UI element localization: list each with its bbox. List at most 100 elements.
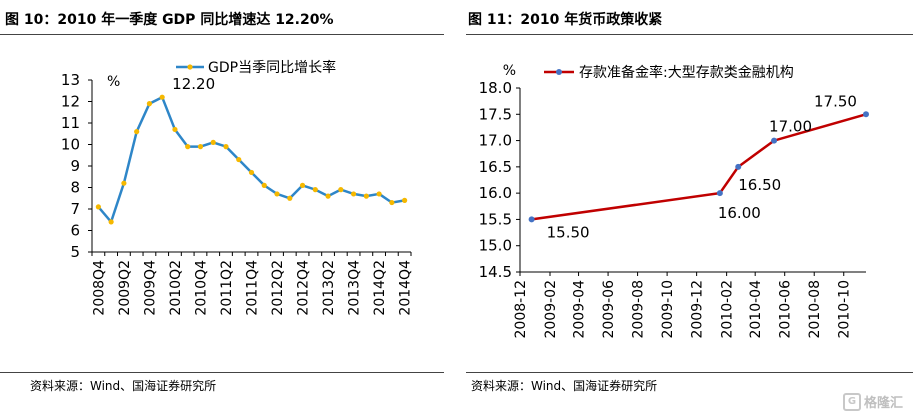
y-tick-label: 12 — [61, 93, 80, 111]
x-tick-label: 2012Q2 — [270, 260, 286, 316]
gdp-line-chart: 5 6 7 8 9 10 11 12 13 % 2008Q4 2009Q2 2009Q4 2010Q2 20… — [61, 59, 414, 316]
rrr-data-label: 15.50 — [547, 223, 590, 241]
gdp-data-point — [197, 144, 204, 150]
y-tick-label: 17.0 — [479, 132, 512, 150]
gdp-data-point — [185, 144, 191, 150]
x-tick-label: 2009Q4 — [142, 260, 158, 316]
x-tick-label: 2010Q4 — [193, 260, 209, 316]
y-tick-label: 11 — [61, 114, 80, 132]
gdp-data-point — [287, 195, 293, 201]
y-tick-label: 16.5 — [479, 158, 512, 176]
rrr-data-point — [528, 216, 535, 223]
y-tick-label: 8 — [70, 179, 80, 197]
y-tick-label: 15.5 — [479, 210, 512, 228]
title-divider — [466, 34, 913, 35]
rrr-figure-title: 图 11：2010 年货币政策收紧 — [468, 12, 663, 28]
rrr-data-point — [863, 111, 869, 118]
legend-marker — [556, 69, 562, 75]
rrr-data-label: 17.00 — [769, 118, 812, 136]
gdp-data-point — [108, 219, 114, 225]
bottom-divider — [0, 372, 444, 373]
gdp-data-point — [299, 182, 306, 188]
x-tick-label: 2011Q2 — [219, 260, 235, 316]
gdp-figure-title: 图 10：2010 年一季度 GDP 同比增速达 12.20% — [5, 12, 334, 28]
x-tick-label: 2008Q4 — [91, 260, 107, 316]
gdp-data-point — [121, 180, 127, 186]
rrr-data-label: 16.50 — [738, 176, 781, 194]
x-tick-label: 2009Q2 — [117, 260, 133, 316]
y-tick-label: 5 — [70, 243, 80, 261]
x-tick-label: 2013Q2 — [321, 260, 337, 316]
y-tick-label: 18.0 — [479, 79, 512, 97]
x-tick-label: 2010-08 — [807, 280, 823, 339]
rrr-series-line — [531, 113, 867, 221]
watermark-text: 格隆汇 — [863, 396, 903, 411]
gdp-data-point — [261, 182, 267, 188]
y-axis-unit: % — [107, 74, 120, 90]
y-tick-label: 9 — [70, 157, 80, 175]
gdp-data-point — [172, 126, 178, 133]
x-tick-label: 2009-08 — [631, 280, 647, 339]
x-tick-label: 2010-04 — [748, 280, 764, 339]
rrr-source-note: 资料来源：Wind、国海证券研究所 — [471, 379, 658, 393]
gdp-data-point — [338, 187, 344, 193]
rrr-data-point — [716, 190, 723, 197]
x-tick-label: 2009-04 — [572, 280, 588, 339]
gdp-series-line — [97, 95, 405, 225]
rrr-panel: 图 11：2010 年货币政策收紧 14.5 15.0 15.5 16.0 16.5 17… — [466, 0, 913, 417]
x-tick-label: 2008-12 — [513, 280, 529, 339]
gdp-data-point — [325, 193, 331, 199]
y-tick-label: 16.0 — [479, 184, 512, 202]
gdp-data-point — [312, 187, 318, 193]
gdp-data-point — [376, 191, 382, 197]
gdp-panel: 图 10：2010 年一季度 GDP 同比增速达 12.20% 5 6 7 8 9 10 1… — [0, 0, 450, 417]
legend-label: GDP当季同比增长率 — [208, 59, 336, 76]
gdp-data-point — [146, 101, 153, 107]
y-tick-label: 17.5 — [479, 105, 512, 123]
gdp-source-note: 资料来源：Wind、国海证券研究所 — [30, 379, 217, 393]
bottom-divider — [466, 372, 913, 373]
gdp-data-point — [236, 156, 242, 163]
x-tick-label: 2010-02 — [720, 280, 736, 339]
gdp-data-point — [274, 191, 280, 197]
y-tick-label: 7 — [70, 200, 80, 218]
watermark-logo-icon: G — [842, 392, 861, 411]
gdp-data-point — [159, 94, 165, 100]
y-tick-label: 14.5 — [479, 263, 512, 281]
y-tick-label: 10 — [61, 136, 80, 154]
rrr-data-point — [735, 163, 742, 170]
x-tick-label: 2009-02 — [543, 280, 559, 339]
title-divider — [0, 34, 444, 35]
x-tick-label: 2010Q2 — [168, 260, 184, 316]
rrr-data-point — [771, 137, 778, 144]
x-tick-label: 2009-12 — [690, 280, 706, 339]
y-tick-label: 13 — [61, 71, 80, 89]
x-tick-label: 2010-10 — [837, 280, 853, 339]
gdp-data-point — [223, 144, 229, 150]
rrr-line-chart: 14.5 15.0 15.5 16.0 16.5 17.0 17.5 18.0% 2008-12… — [479, 63, 869, 339]
gdp-data-point — [248, 169, 255, 176]
gdp-data-point — [134, 129, 140, 135]
y-tick-label: 15.0 — [479, 237, 512, 255]
y-axis-unit: % — [503, 63, 516, 79]
gdp-data-point — [210, 139, 216, 145]
rrr-data-label: 16.00 — [718, 204, 761, 222]
y-tick-label: 6 — [70, 222, 80, 240]
peak-data-label: 12.20 — [172, 75, 215, 93]
rrr-data-label: 17.50 — [814, 92, 857, 110]
x-tick-label: 2011Q4 — [245, 260, 261, 316]
x-tick-label: 2014Q2 — [372, 260, 388, 316]
legend-label: 存款准备金率:大型存款类金融机构 — [579, 64, 794, 81]
x-tick-label: 2010-06 — [778, 280, 794, 339]
x-tick-label: 2013Q4 — [347, 260, 363, 316]
gdp-data-point — [402, 197, 408, 203]
x-tick-label: 2009-06 — [601, 280, 617, 339]
gdp-data-point — [363, 193, 369, 199]
x-tick-label: 2009-10 — [660, 280, 676, 339]
legend-marker — [187, 64, 193, 70]
gdp-data-point — [95, 204, 101, 210]
gdp-data-point — [350, 191, 357, 197]
watermark: G 格隆汇 — [842, 392, 903, 411]
x-tick-label: 2014Q4 — [398, 260, 414, 316]
x-tick-label: 2012Q4 — [296, 260, 312, 316]
